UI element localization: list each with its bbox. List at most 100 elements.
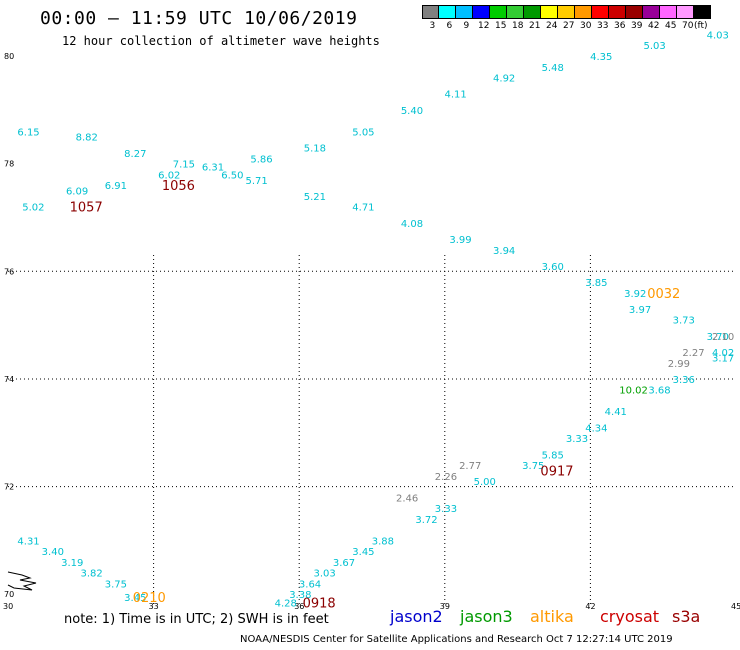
- swh-value-label: 3.75: [105, 579, 127, 590]
- data-points: 6.15 8.82 8.27 7.15 6.316.50 5.86 5.18 5.05 5.40…: [17, 30, 734, 611]
- swh-value-label: 2.46: [396, 493, 418, 504]
- scale-label: 42: [648, 21, 660, 31]
- scale-swatch: [694, 5, 711, 19]
- swh-value-label: 4.11: [445, 90, 467, 101]
- pass-time-label: 0210: [133, 591, 166, 606]
- scale-label: 18: [512, 21, 524, 31]
- scale-swatch: [626, 5, 643, 19]
- swh-value-label: 4.41: [605, 407, 627, 418]
- swh-value-label: 5.48: [542, 63, 564, 74]
- lon-label: 33: [149, 602, 159, 611]
- map-title: 00:00 – 11:59 UTC 10/06/2019: [40, 8, 358, 29]
- scale-swatch: [422, 5, 439, 19]
- color-scale: [422, 5, 711, 19]
- swh-value-label: 4.02: [712, 348, 734, 359]
- map-grid: [8, 255, 736, 605]
- color-scale-labels: 3 6 9 12 15 18 21 24 27 30 33 36 39 42 45 70 (ft): [422, 21, 740, 33]
- scale-swatch: [575, 5, 592, 19]
- legend-item-jason3: jason3: [460, 607, 513, 626]
- map-subtitle: 12 hour collection of altimeter wave hei…: [62, 34, 380, 48]
- scale-label: 30: [580, 21, 592, 31]
- swh-value-label: 3.70: [707, 332, 729, 343]
- scale-swatch: [490, 5, 507, 19]
- swh-value-label: 2.26: [435, 472, 457, 483]
- scale-label: 45: [665, 21, 677, 31]
- swh-value-label: 6.15: [17, 127, 39, 138]
- scale-label: 12: [478, 21, 490, 31]
- swh-value-label: 3.97: [629, 305, 651, 316]
- scale-label: 9: [463, 21, 470, 31]
- scale-swatch: [643, 5, 660, 19]
- scale-label: 27: [563, 21, 575, 31]
- lat-label: 78: [4, 160, 14, 169]
- swh-value-label: 3.33: [435, 504, 457, 515]
- swh-value-label: 3.75: [522, 461, 544, 472]
- swh-value-label: 3.92: [624, 289, 646, 300]
- swh-value-label: 7.15: [173, 160, 195, 171]
- legend-item-jason2: jason2: [390, 607, 443, 626]
- swh-value-label: 8.82: [76, 133, 98, 144]
- legend-item-s3a: s3a: [672, 607, 701, 626]
- scale-swatch: [541, 5, 558, 19]
- scale-swatch: [507, 5, 524, 19]
- swh-value-label: 6.91: [105, 181, 127, 192]
- swh-value-label: 6.50: [221, 170, 243, 181]
- scale-swatch: [456, 5, 473, 19]
- swh-value-label: 3.82: [81, 569, 103, 580]
- swh-value-label: 5.21: [304, 192, 326, 203]
- pass-time-label: 0032: [647, 287, 680, 302]
- swh-value-label: 5.40: [401, 106, 423, 117]
- lon-label: 42: [585, 602, 595, 611]
- swh-value-label: 6.02: [158, 170, 180, 181]
- swh-value-label: 5.03: [643, 41, 665, 52]
- scale-swatch: [609, 5, 626, 19]
- pass-time-label: 1056: [162, 179, 195, 194]
- swh-value-label: 8.27: [124, 149, 146, 160]
- swh-value-label: 2.10: [712, 332, 734, 343]
- scale-swatch: [677, 5, 694, 19]
- pass-time-label: 0918: [303, 596, 336, 611]
- scale-label: 21: [529, 21, 541, 31]
- scale-swatch: [558, 5, 575, 19]
- scale-label: 24: [546, 21, 558, 31]
- swh-value-label: 3.19: [61, 558, 83, 569]
- lon-label: 45: [731, 602, 740, 611]
- swh-value-label: 3.67: [333, 558, 355, 569]
- scale-swatch: [524, 5, 541, 19]
- swh-value-label: 4.92: [493, 74, 515, 85]
- swh-value-label: 3.36: [673, 375, 695, 386]
- swh-value-label: 3.60: [542, 262, 564, 273]
- coastline-path: [7, 571, 37, 591]
- scale-swatch: [473, 5, 490, 19]
- scale-label: 6: [446, 21, 453, 31]
- scale-swatch: [439, 5, 456, 19]
- lat-label: 70: [4, 590, 14, 599]
- swh-value-label: 4.08: [401, 219, 423, 230]
- lat-label: 74: [4, 375, 14, 384]
- swh-value-label: 3.38: [289, 590, 311, 601]
- swh-value-label: 5.05: [352, 127, 374, 138]
- swh-value-label: 5.18: [304, 144, 326, 155]
- footnote: note: 1) Time is in UTC; 2) SWH is in fe…: [64, 612, 329, 627]
- swh-value-label: 4.28: [275, 598, 297, 609]
- swh-value-label: 5.86: [250, 154, 272, 165]
- lat-label: 72: [4, 483, 14, 492]
- scale-swatch: [660, 5, 677, 19]
- scale-label: 15: [495, 21, 507, 31]
- swh-value-label: 2.99: [668, 359, 690, 370]
- swh-value-label: 3.73: [673, 316, 695, 327]
- coastline: [7, 571, 37, 591]
- swh-value-label: 3.94: [493, 246, 515, 257]
- lon-label: 36: [294, 602, 304, 611]
- swh-value-label: 3.72: [415, 515, 437, 526]
- scale-swatch: [592, 5, 609, 19]
- swh-value-label: 4.31: [17, 536, 39, 547]
- swh-value-label: 3.17: [712, 353, 734, 364]
- swh-value-label: 3.33: [566, 434, 588, 445]
- swh-value-label: 3.45: [124, 593, 146, 604]
- swh-value-label: 3.03: [313, 569, 335, 580]
- lat-label: 76: [4, 267, 14, 276]
- swh-value-label: 3.68: [648, 386, 670, 397]
- lon-label: 30: [3, 602, 13, 611]
- swh-value-label: 5.71: [246, 176, 268, 187]
